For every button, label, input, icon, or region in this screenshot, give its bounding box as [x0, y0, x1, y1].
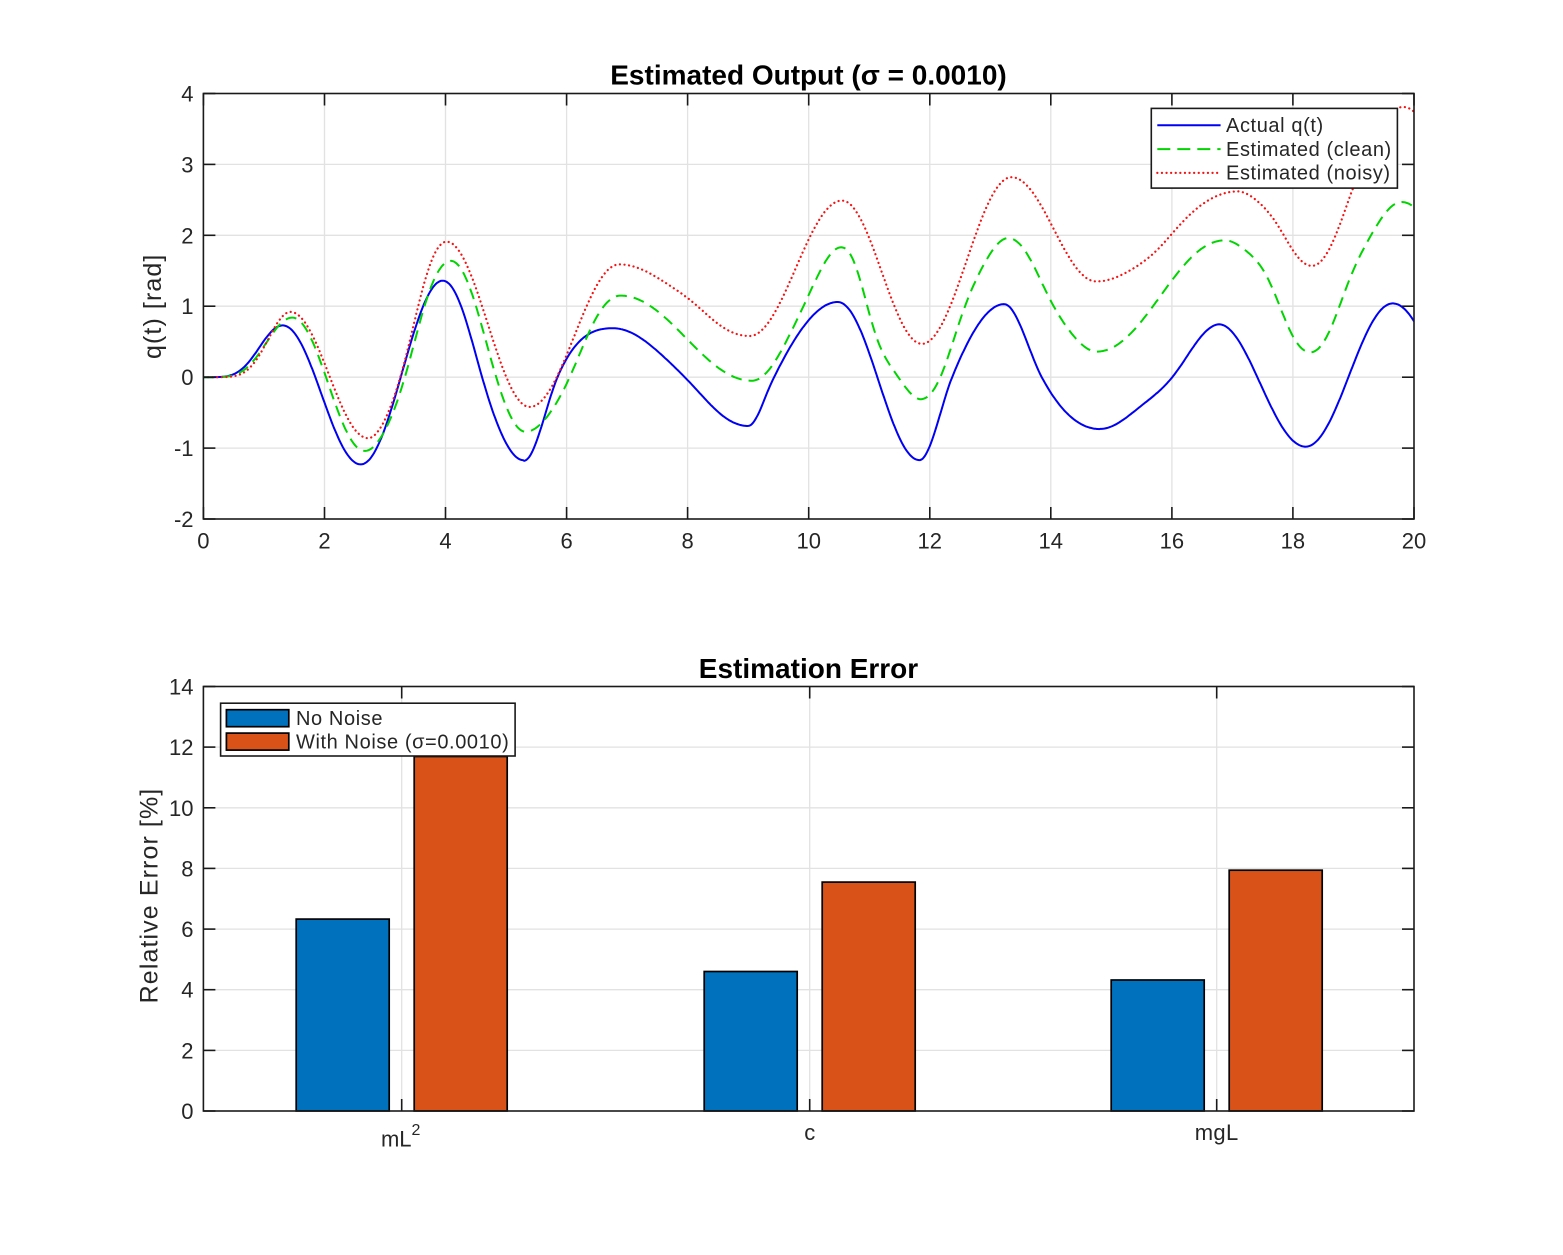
- svg-text:12: 12: [918, 529, 942, 554]
- svg-text:No Noise: No Noise: [296, 708, 383, 730]
- svg-text:6: 6: [181, 917, 193, 942]
- svg-text:4: 4: [181, 978, 193, 1003]
- svg-text:2: 2: [181, 223, 193, 248]
- svg-text:16: 16: [1160, 529, 1184, 554]
- svg-text:10: 10: [169, 796, 193, 821]
- svg-text:Estimated (clean): Estimated (clean): [1226, 139, 1392, 161]
- svg-text:1: 1: [181, 294, 193, 319]
- svg-text:q(t) [rad]: q(t) [rad]: [139, 254, 167, 359]
- svg-text:12: 12: [169, 735, 193, 760]
- svg-text:c: c: [804, 1120, 815, 1145]
- svg-text:6: 6: [560, 529, 572, 554]
- svg-text:14: 14: [1039, 529, 1063, 554]
- svg-text:3: 3: [181, 152, 193, 177]
- svg-text:0: 0: [181, 1099, 193, 1124]
- svg-text:20: 20: [1402, 529, 1426, 554]
- svg-text:2: 2: [318, 529, 330, 554]
- svg-text:10: 10: [796, 529, 820, 554]
- svg-text:mgL: mgL: [1195, 1120, 1239, 1145]
- svg-text:-1: -1: [174, 436, 194, 461]
- svg-text:Estimated Output (σ = 0.0010): Estimated Output (σ = 0.0010): [610, 60, 1006, 91]
- svg-text:8: 8: [181, 856, 193, 881]
- svg-text:With Noise (σ=0.0010): With Noise (σ=0.0010): [296, 731, 509, 753]
- svg-text:Estimated (noisy): Estimated (noisy): [1226, 163, 1391, 185]
- svg-text:18: 18: [1281, 529, 1305, 554]
- svg-text:-2: -2: [174, 507, 194, 532]
- svg-text:2: 2: [181, 1038, 193, 1063]
- svg-text:14: 14: [169, 675, 193, 700]
- svg-text:4: 4: [439, 529, 451, 554]
- svg-text:8: 8: [681, 529, 693, 554]
- svg-text:4: 4: [181, 82, 193, 107]
- svg-text:Relative Error [%]: Relative Error [%]: [136, 788, 164, 1004]
- svg-text:Estimation Error: Estimation Error: [699, 653, 918, 684]
- svg-text:0: 0: [197, 529, 209, 554]
- svg-text:0: 0: [181, 365, 193, 390]
- svg-text:Actual q(t): Actual q(t): [1226, 115, 1324, 137]
